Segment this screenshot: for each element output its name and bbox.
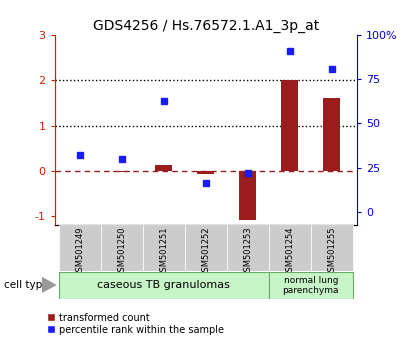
Text: GSM501251: GSM501251 [159,226,168,277]
Bar [227,225,269,271]
Bar [239,171,256,220]
Text: GSM501249: GSM501249 [75,226,84,277]
Bar [269,225,311,271]
Text: GSM501255: GSM501255 [327,226,336,277]
Bar [311,225,353,271]
Bar [281,80,298,171]
Bar [101,225,143,271]
Text: GSM501254: GSM501254 [285,226,294,277]
Bar [269,272,353,299]
Bar [197,171,214,174]
Bar [59,272,269,299]
Polygon shape [42,277,57,293]
Legend: transformed count, percentile rank within the sample: transformed count, percentile rank withi… [47,313,223,335]
Text: GSM501250: GSM501250 [117,226,126,277]
Bar [155,165,172,171]
Text: GSM501252: GSM501252 [201,226,210,277]
Bar [323,98,340,171]
Text: normal lung
parenchyma: normal lung parenchyma [283,276,339,295]
Bar [185,225,227,271]
Bar [143,225,185,271]
Text: cell type: cell type [4,280,49,290]
Title: GDS4256 / Hs.76572.1.A1_3p_at: GDS4256 / Hs.76572.1.A1_3p_at [93,19,319,33]
Text: caseous TB granulomas: caseous TB granulomas [97,280,230,290]
Text: GSM501253: GSM501253 [243,226,252,277]
Bar [113,171,130,172]
Bar [59,225,101,271]
